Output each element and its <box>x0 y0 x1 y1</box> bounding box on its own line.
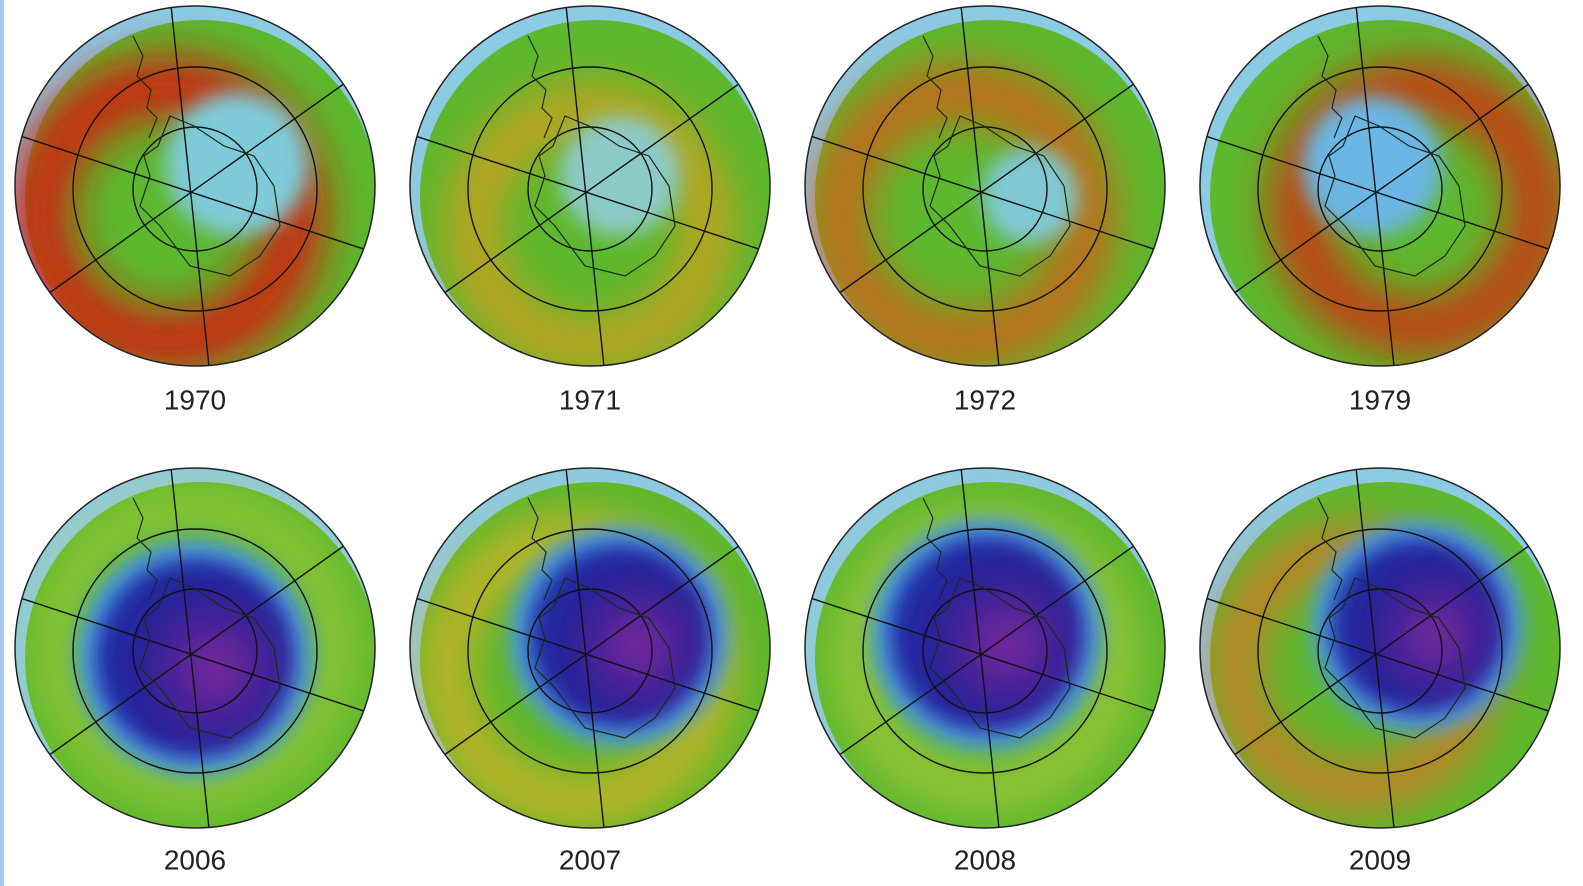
year-label: 1971 <box>559 384 621 415</box>
meridian <box>410 130 770 257</box>
ozone-hole <box>889 536 1085 732</box>
latitude <box>1257 66 1503 312</box>
meridian <box>410 592 770 719</box>
ozone-hole <box>95 558 295 758</box>
meridian <box>1354 468 1396 828</box>
meridian <box>439 537 751 759</box>
ozone-ring <box>1270 60 1560 356</box>
globe-outline <box>409 467 771 829</box>
meridian <box>169 468 211 828</box>
globe-panel: 1979 <box>1199 5 1561 415</box>
meridian <box>834 75 1146 297</box>
coastline <box>132 35 281 277</box>
meridian <box>169 6 211 366</box>
meridian <box>1229 75 1541 297</box>
globe-outline <box>1199 5 1561 367</box>
ozone-hole <box>528 544 712 728</box>
globe <box>1200 468 1560 828</box>
latitude <box>862 528 1108 774</box>
globe <box>805 468 1165 828</box>
year-label: 2006 <box>164 844 226 875</box>
globe-panel: 1972 <box>804 5 1166 415</box>
meridian <box>44 537 356 759</box>
globe-panel: 2007 <box>409 467 771 875</box>
coastline <box>527 497 676 739</box>
latitude <box>1257 528 1503 774</box>
meridian <box>44 75 356 297</box>
year-label: 2008 <box>954 844 1016 875</box>
ozone-ring <box>15 56 325 366</box>
year-label: 1979 <box>1349 384 1411 415</box>
meridian <box>15 592 375 719</box>
globe-outline <box>804 5 1166 367</box>
edge-strip <box>0 0 4 886</box>
meridian <box>15 130 375 257</box>
year-label: 1972 <box>954 384 1016 415</box>
low-ozone <box>982 148 1078 244</box>
globe <box>15 468 375 828</box>
globe <box>805 6 1165 366</box>
meridian <box>959 468 1001 828</box>
coastline <box>132 497 281 739</box>
globe-panel: 2006 <box>14 467 376 875</box>
globe-outline <box>409 5 771 367</box>
coastline <box>922 35 1071 277</box>
year-label: 1970 <box>164 384 226 415</box>
globe-outline <box>14 5 376 367</box>
coastline <box>1317 497 1466 739</box>
globe <box>410 6 770 366</box>
meridian <box>1354 6 1396 366</box>
meridian <box>1200 130 1560 257</box>
globe-outline <box>14 467 376 829</box>
globe-panel: 2009 <box>1199 467 1561 875</box>
latitude <box>467 528 713 774</box>
ozone-ring <box>35 488 355 808</box>
low-ozone <box>165 92 309 236</box>
coastline <box>922 497 1071 739</box>
meridian <box>805 592 1165 719</box>
globe <box>1200 6 1560 366</box>
coastline <box>527 35 676 277</box>
latitude <box>72 66 318 312</box>
meridian <box>564 468 606 828</box>
globe-panel: 1970 <box>14 5 376 415</box>
meridian <box>1200 592 1560 719</box>
globe-outline <box>804 467 1166 829</box>
globe-outline <box>1199 467 1561 829</box>
meridian <box>439 75 751 297</box>
year-label: 2007 <box>559 844 621 875</box>
globe <box>15 6 375 366</box>
meridian <box>805 130 1165 257</box>
ozone-ring <box>810 63 1116 366</box>
meridian <box>959 6 1001 366</box>
meridian <box>834 537 1146 759</box>
globe <box>410 468 770 828</box>
latitude <box>467 66 713 312</box>
latitude <box>862 66 1108 312</box>
meridian <box>1229 537 1541 759</box>
coastline <box>1317 35 1466 277</box>
year-label: 2009 <box>1349 844 1411 875</box>
globe-panel: 2008 <box>804 467 1166 875</box>
ozone-ring <box>447 85 733 366</box>
meridian <box>564 6 606 366</box>
globe-panel: 1971 <box>409 5 771 415</box>
latitude <box>72 528 318 774</box>
